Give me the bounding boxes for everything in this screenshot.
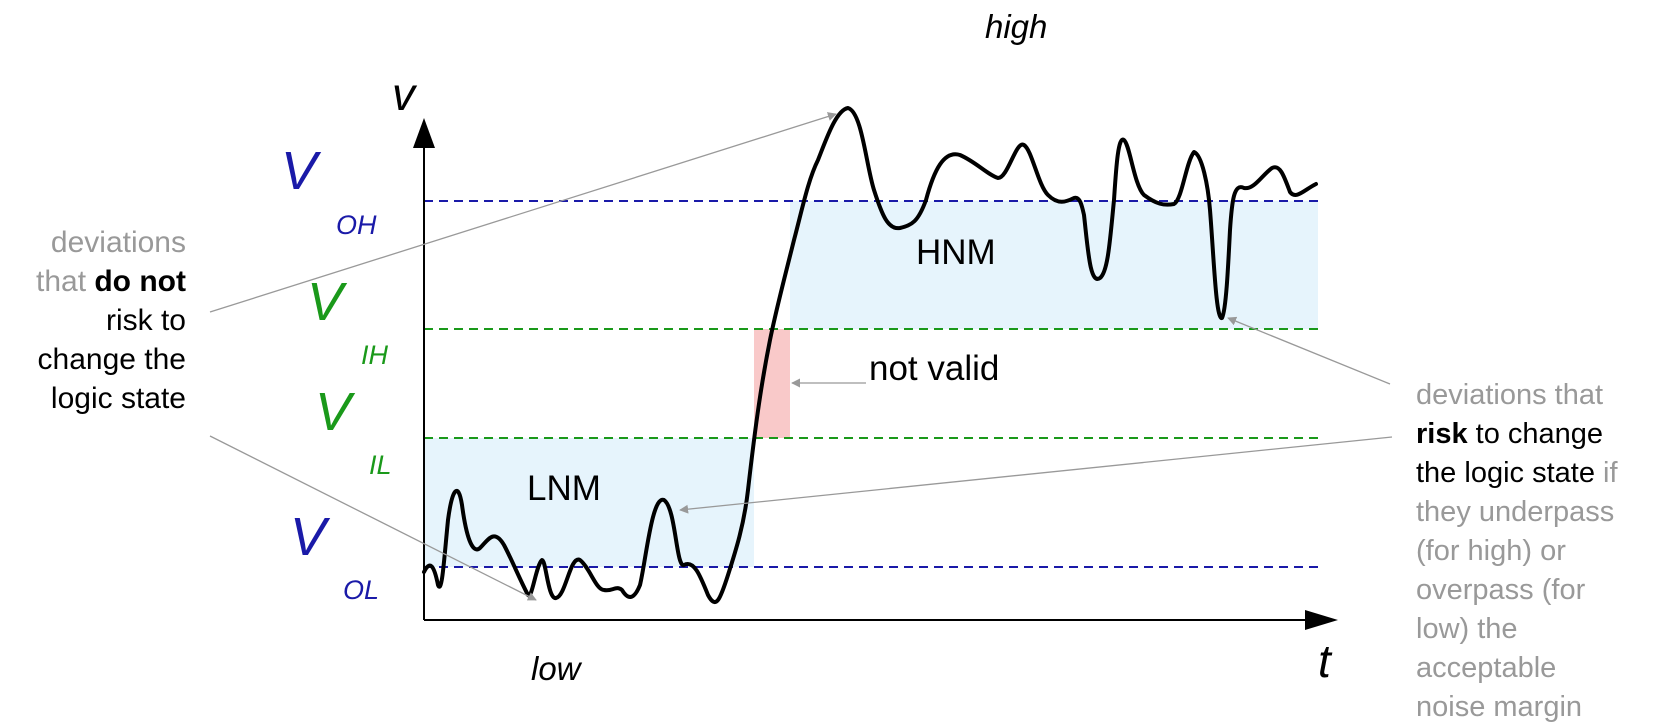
left-note-do-not: do not [94, 265, 186, 298]
left-note: deviations that do not risk to change th… [36, 226, 186, 415]
low-label: low [531, 650, 583, 687]
right-note-line-8: acceptable [1416, 652, 1556, 684]
right-note-line-1: deviations that [1416, 379, 1603, 411]
right-note-line-3: the logic state if [1416, 457, 1618, 489]
lnm-label: LNM [527, 469, 601, 508]
left-note-line-4: change the [38, 343, 186, 376]
left-note-line-2: that do not [36, 265, 186, 298]
vih-label-sub: IH [361, 340, 389, 370]
right-note-line-5: (for high) or [1416, 535, 1566, 567]
vih-label-v: V [307, 272, 348, 332]
right-note-line-6: overpass (for [1416, 574, 1586, 606]
vil-label-sub: IL [369, 450, 392, 480]
hnm-region [790, 201, 1318, 329]
lnm-region [424, 438, 754, 567]
left-callout-line-bottom [209, 435, 537, 601]
left-note-line-3: risk to [106, 304, 186, 337]
right-callout-line-bottom [679, 436, 1393, 514]
high-label: high [985, 8, 1047, 45]
right-note-line-7: low) the [1416, 613, 1518, 645]
right-callout-line-top [1227, 316, 1391, 385]
v-axis-label: v [392, 68, 418, 120]
t-axis-arrowhead [1305, 610, 1338, 630]
vil-label-v: V [315, 382, 356, 442]
right-note-line-9: noise margin [1416, 691, 1582, 723]
hnm-label: HNM [916, 233, 996, 272]
left-note-line-1: deviations [51, 226, 186, 259]
right-note-line-4: they underpass [1416, 496, 1614, 528]
t-axis-label: t [1318, 635, 1333, 687]
right-note-risk: risk [1416, 418, 1468, 450]
right-note-if: if [1595, 457, 1619, 489]
signal-waveform [422, 106, 1318, 604]
right-note: deviations that risk to change the logic… [1416, 379, 1618, 723]
vol-label-v: V [290, 507, 331, 567]
voh-label-sub: OH [336, 210, 377, 240]
left-callout-line-top [209, 112, 837, 313]
v-axis-arrowhead [413, 118, 435, 148]
vol-label-sub: OL [343, 575, 379, 605]
left-note-line-5: logic state [51, 382, 186, 415]
invalid-region [754, 329, 790, 438]
right-note-to-change: to change [1468, 418, 1603, 450]
right-note-logic-state: the logic state [1416, 457, 1595, 489]
left-note-that: that [36, 265, 94, 298]
right-note-line-2: risk to change [1416, 418, 1603, 450]
voh-label-v: V [281, 141, 322, 201]
not-valid-label: not valid [869, 349, 999, 388]
